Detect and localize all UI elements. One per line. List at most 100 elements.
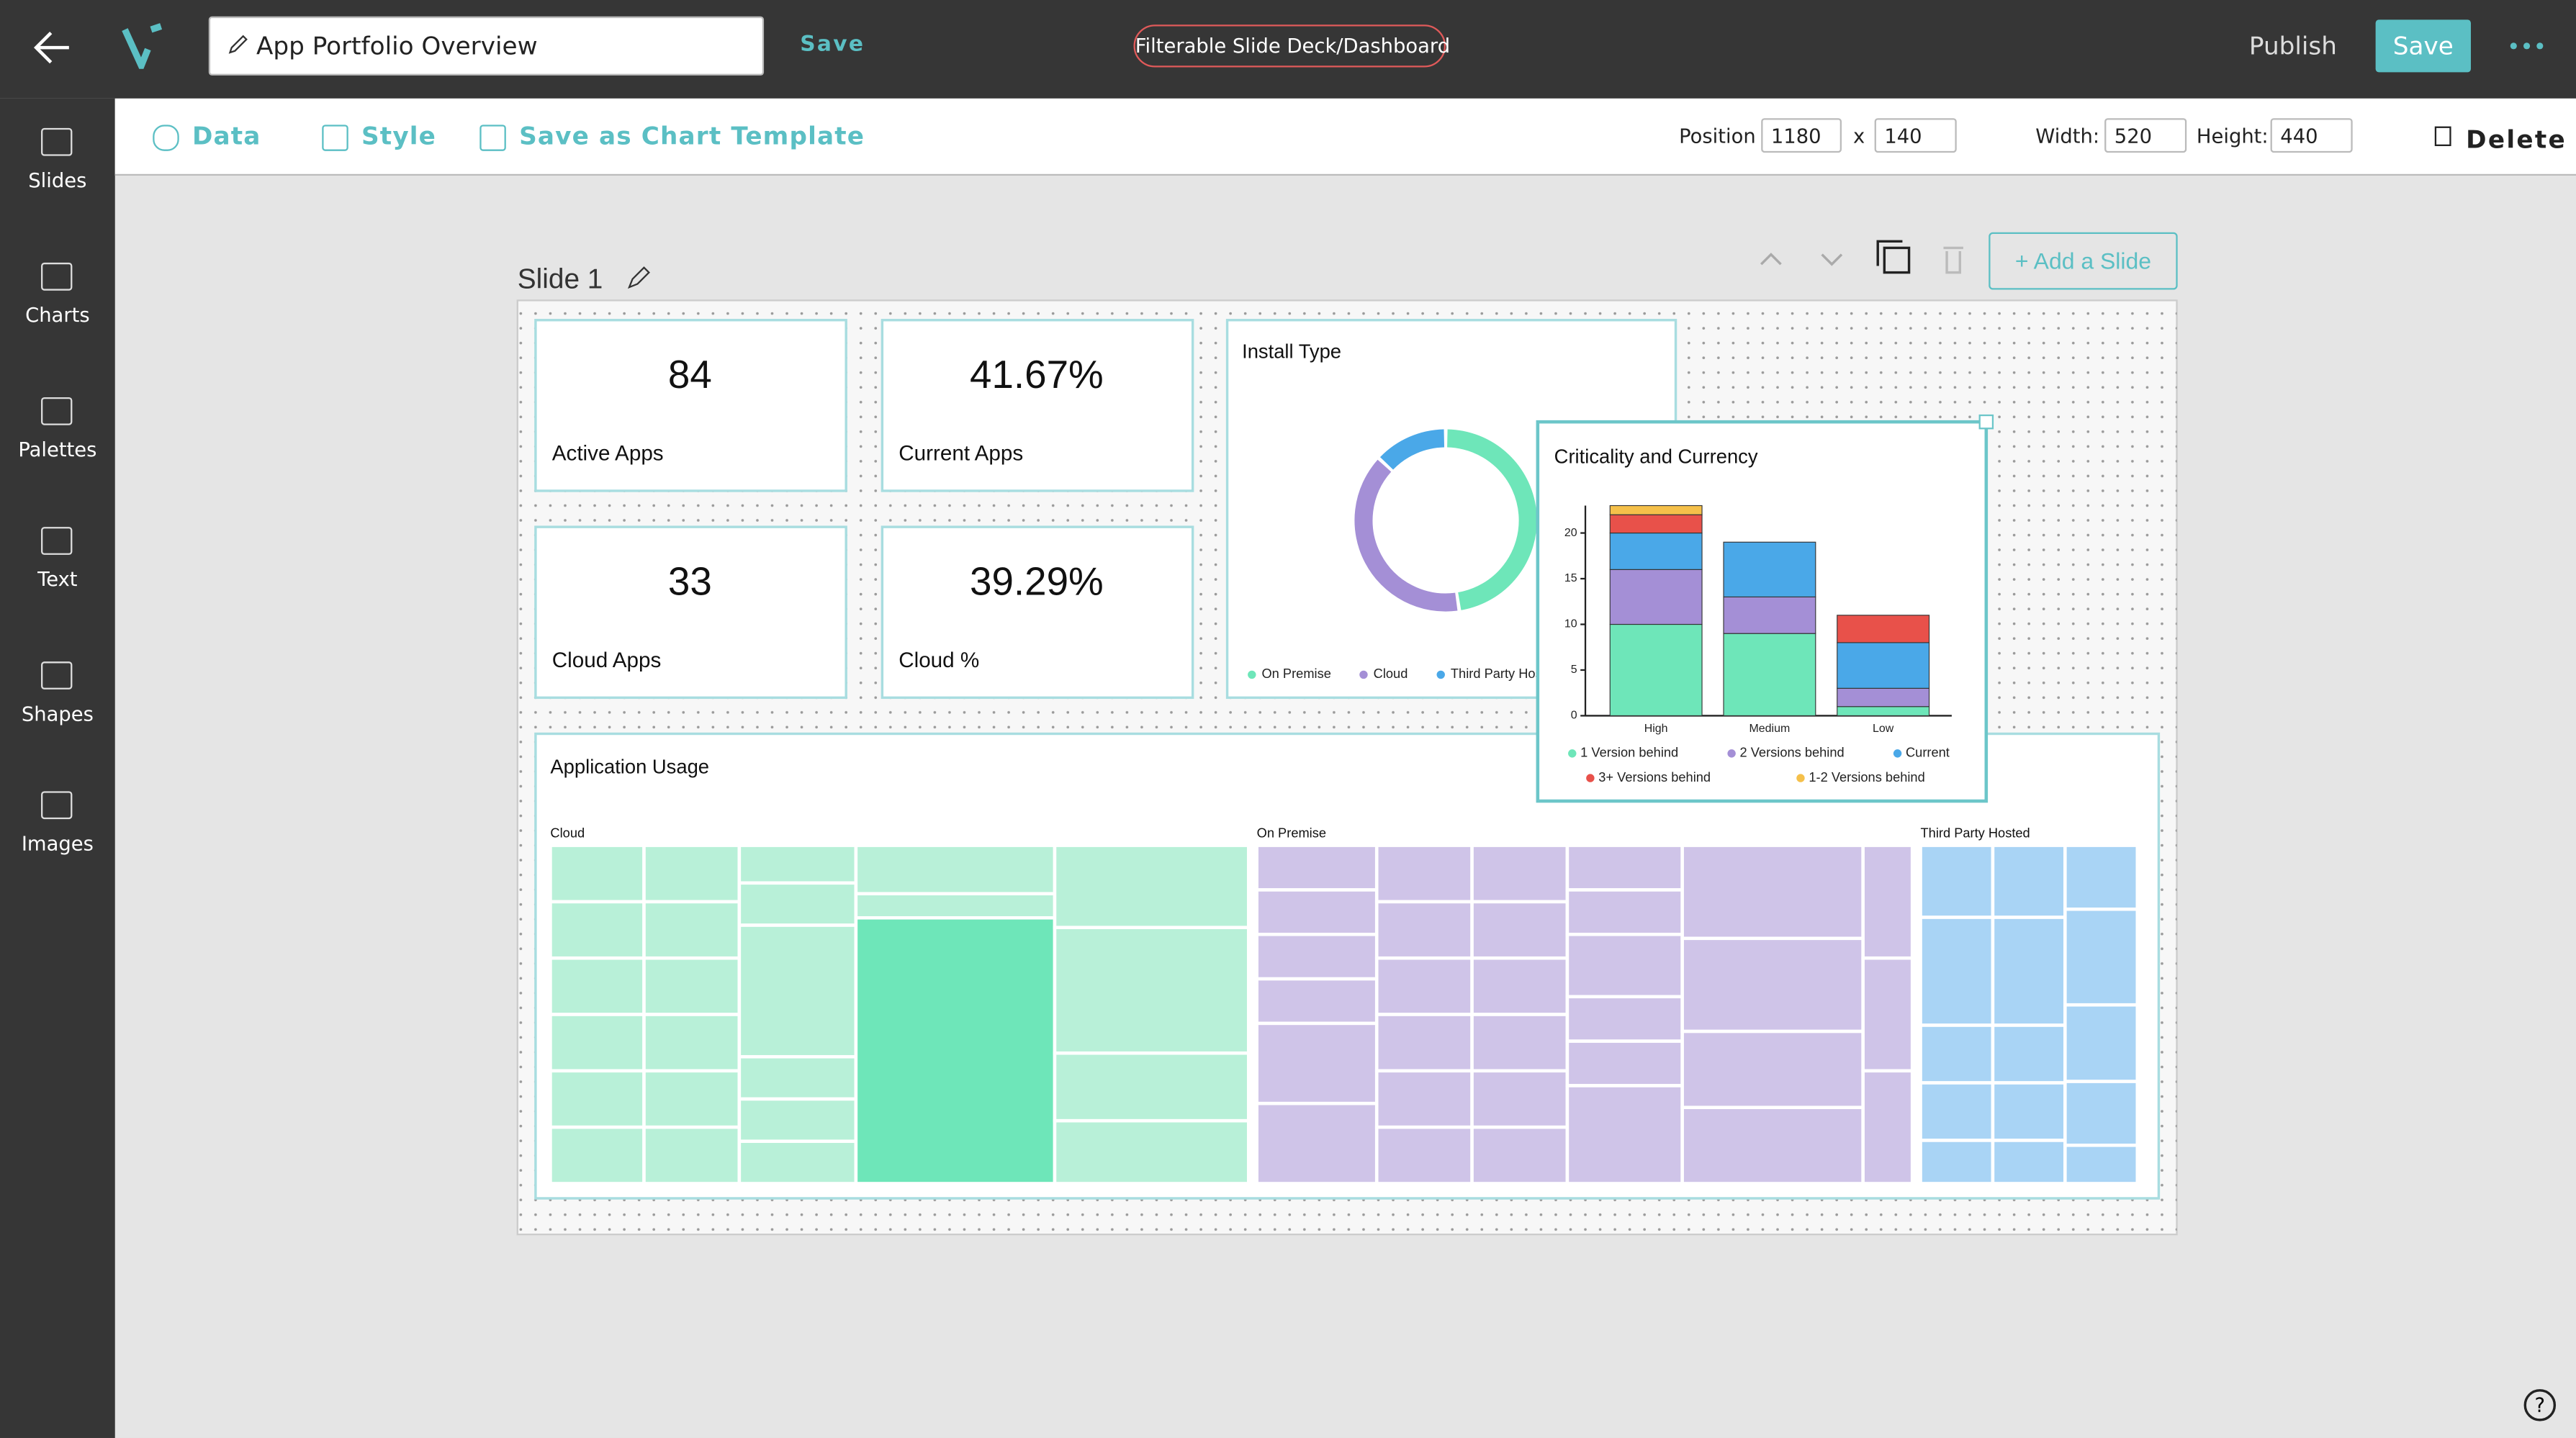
treemap-tile: [1374, 1125, 1474, 1185]
treemap-tile: [642, 1069, 742, 1129]
treemap-tile: [1919, 915, 1995, 1027]
save-link[interactable]: Save: [800, 32, 865, 58]
logo: [122, 23, 163, 69]
treemap-tile: [1565, 844, 1684, 892]
treemap-tile: [2063, 1080, 2140, 1147]
height-input[interactable]: 440: [2270, 118, 2353, 153]
more-menu[interactable]: [2508, 40, 2544, 53]
treemap-tile: [642, 1013, 742, 1073]
treemap-tile: [854, 916, 1057, 1185]
sidebar-icon[interactable]: [41, 791, 73, 820]
kpi-value: 84: [668, 352, 712, 397]
treemap-tile: [1470, 1069, 1570, 1129]
move-arrows[interactable]: [1760, 253, 1843, 266]
bar-segment: [1609, 623, 1703, 716]
duplicate-icon-back: [1876, 240, 1903, 266]
add-slide-label[interactable]: + Add a Slide: [2015, 248, 2151, 273]
tab[interactable]: Style: [361, 121, 437, 151]
donut-slice: [1354, 459, 1458, 612]
chart-title: Application Usage: [550, 756, 709, 778]
treemap-tile: [1680, 1105, 1865, 1185]
sidebar-label[interactable]: Text: [37, 568, 78, 592]
tab-icon[interactable]: [153, 125, 179, 151]
chart-title: Criticality and Currency: [1554, 446, 1758, 468]
group-label: Third Party Hosted: [1921, 825, 2030, 840]
treemap-tile: [1680, 844, 1865, 941]
treemap-tile: [1919, 844, 1995, 919]
treemap-tile: [1861, 956, 1914, 1073]
sidebar-icon[interactable]: [41, 661, 73, 689]
treemap-tile: [1991, 844, 2067, 919]
treemap-tile: [1991, 915, 2067, 1027]
x-input[interactable]: 1180: [1761, 118, 1842, 153]
tab-icon[interactable]: [479, 125, 506, 151]
treemap-tile: [1374, 1013, 1474, 1073]
treemap-tile: [1374, 844, 1474, 904]
bar-segment: [1609, 514, 1703, 534]
sidebar-icon[interactable]: [41, 262, 73, 291]
sidebar-label[interactable]: Charts: [25, 303, 90, 327]
treemap-tile: [1255, 977, 1379, 1026]
treemap-tile: [737, 923, 858, 1059]
card: [881, 319, 1194, 492]
legend-label: Current: [1906, 745, 1950, 760]
treemap-tile: [549, 900, 646, 960]
treemap-tile: [549, 1125, 646, 1185]
title-input[interactable]: [208, 16, 765, 76]
y-input[interactable]: 140: [1874, 118, 1957, 153]
tab[interactable]: Save as Chart Template: [519, 121, 865, 151]
kpi-label: Cloud %: [899, 648, 979, 672]
treemap-tile: [1255, 932, 1379, 981]
treemap-tile: [2063, 1143, 2140, 1185]
sidebar-icon[interactable]: [41, 527, 73, 555]
treemap-tile: [1680, 1029, 1865, 1110]
legend-swatch: [1359, 670, 1368, 679]
legend-swatch: [1436, 670, 1445, 679]
edit-icon[interactable]: [627, 266, 650, 289]
tab[interactable]: Data: [192, 121, 261, 151]
sidebar-label[interactable]: Slides: [28, 168, 87, 192]
help-button[interactable]: ?: [2522, 1387, 2558, 1423]
treemap-tile: [1053, 844, 1251, 929]
treemap-tile: [854, 892, 1057, 920]
width-input[interactable]: 520: [2104, 118, 2187, 153]
kpi-value: 39.29%: [970, 559, 1104, 603]
x-tick-label: Low: [1873, 723, 1894, 735]
treemap-tile: [642, 844, 742, 904]
treemap-tile: [1565, 1084, 1684, 1185]
sidebar-icon[interactable]: [41, 127, 73, 156]
sidebar-label[interactable]: Shapes: [21, 702, 94, 726]
treemap-tile: [1919, 1023, 1995, 1085]
group-label: On Premise: [1257, 825, 1326, 840]
sidebar-icon[interactable]: [41, 397, 73, 425]
delete-slide-icon[interactable]: [1943, 246, 1963, 274]
card: [534, 319, 847, 492]
add-slide-button[interactable]: [1989, 232, 2178, 290]
y-tick-label: 0: [1571, 710, 1577, 722]
x-tick-label: High: [1644, 723, 1668, 735]
legend-swatch: [1586, 774, 1595, 782]
treemap-tile: [1565, 888, 1684, 936]
duplicate-icon[interactable]: [1883, 246, 1911, 274]
legend-label: On Premise: [1261, 666, 1330, 681]
sidebar-label[interactable]: Palettes: [18, 438, 97, 461]
treemap-tile: [642, 956, 742, 1016]
treemap-tile: [1053, 926, 1251, 1055]
publish-button[interactable]: Publish: [2248, 31, 2337, 61]
donut-slice: [1446, 429, 1537, 610]
treemap-tile: [1470, 1125, 1570, 1185]
delete-icon[interactable]: [2434, 126, 2451, 146]
canvas: Slide 1 + Add a Slide 84 Active Apps 41.67…: [516, 232, 2178, 1236]
bar-segment: [1609, 505, 1703, 515]
treemap-tile: [549, 1013, 646, 1073]
back-button[interactable]: [33, 30, 73, 65]
title-text: App Portfolio Overview: [256, 31, 538, 61]
tab-icon[interactable]: [322, 125, 348, 151]
treemap-tile: [1470, 844, 1570, 904]
mode-badge[interactable]: Filterable Slide Deck/Dashboard: [1133, 24, 1450, 68]
kpi-label: Current Apps: [899, 442, 1023, 466]
treemap-tile: [737, 881, 858, 927]
save-button[interactable]: Save: [2375, 19, 2471, 73]
bar-segment: [1609, 569, 1703, 625]
sidebar-label[interactable]: Images: [21, 832, 94, 856]
